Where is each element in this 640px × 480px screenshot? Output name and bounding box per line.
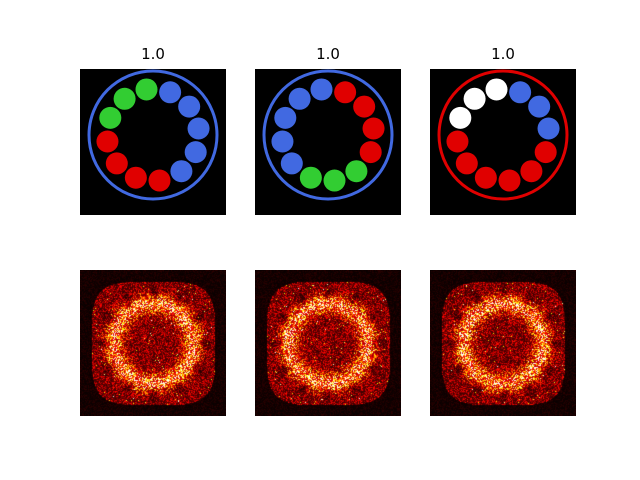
ring-diagram-2 xyxy=(262,69,394,201)
bead-2 xyxy=(528,95,551,118)
bead-10 xyxy=(274,106,297,129)
heatmap-image-2 xyxy=(255,270,401,416)
ring-diagram-3 xyxy=(437,69,569,201)
bead-9 xyxy=(96,130,119,153)
outer-ring xyxy=(262,69,394,201)
bead-3 xyxy=(537,117,560,140)
bead-2 xyxy=(353,95,376,118)
bead-7 xyxy=(124,166,147,189)
heatmap-image-1 xyxy=(80,270,226,416)
bead-9 xyxy=(271,130,294,153)
bead-7 xyxy=(474,166,497,189)
bead-6 xyxy=(323,169,346,192)
bead-5 xyxy=(345,160,368,183)
panel-2-title: 1.0 xyxy=(316,45,340,63)
heatmap-image-3 xyxy=(430,270,576,416)
heatmap-panel-2 xyxy=(255,270,401,416)
bead-3 xyxy=(187,117,210,140)
bead-11 xyxy=(288,87,311,110)
bead-8 xyxy=(280,152,303,175)
bead-5 xyxy=(170,160,193,183)
heatmap-panel-3 xyxy=(430,270,576,416)
bead-8 xyxy=(455,152,478,175)
ring-panel-2 xyxy=(255,69,401,215)
bead-8 xyxy=(105,152,128,175)
outer-ring xyxy=(87,69,219,201)
outer-ring xyxy=(437,69,569,201)
bead-5 xyxy=(520,160,543,183)
bead-1 xyxy=(334,81,357,104)
bead-9 xyxy=(446,130,469,153)
bead-11 xyxy=(113,87,136,110)
bead-12 xyxy=(485,78,508,101)
bead-12 xyxy=(135,78,158,101)
bead-1 xyxy=(159,81,182,104)
ring-panel-1 xyxy=(80,69,226,215)
bead-4 xyxy=(184,141,207,164)
bead-2 xyxy=(178,95,201,118)
bead-7 xyxy=(299,166,322,189)
panel-3-title: 1.0 xyxy=(491,45,515,63)
bead-6 xyxy=(148,169,171,192)
bead-1 xyxy=(509,81,532,104)
panel-1-title: 1.0 xyxy=(141,45,165,63)
heatmap-panel-1 xyxy=(80,270,226,416)
bead-12 xyxy=(310,78,333,101)
bead-3 xyxy=(362,117,385,140)
bead-4 xyxy=(359,141,382,164)
ring-panel-3 xyxy=(430,69,576,215)
ring-diagram-1 xyxy=(87,69,219,201)
bead-6 xyxy=(498,169,521,192)
bead-10 xyxy=(99,106,122,129)
bead-11 xyxy=(463,87,486,110)
bead-10 xyxy=(449,106,472,129)
bead-4 xyxy=(534,141,557,164)
